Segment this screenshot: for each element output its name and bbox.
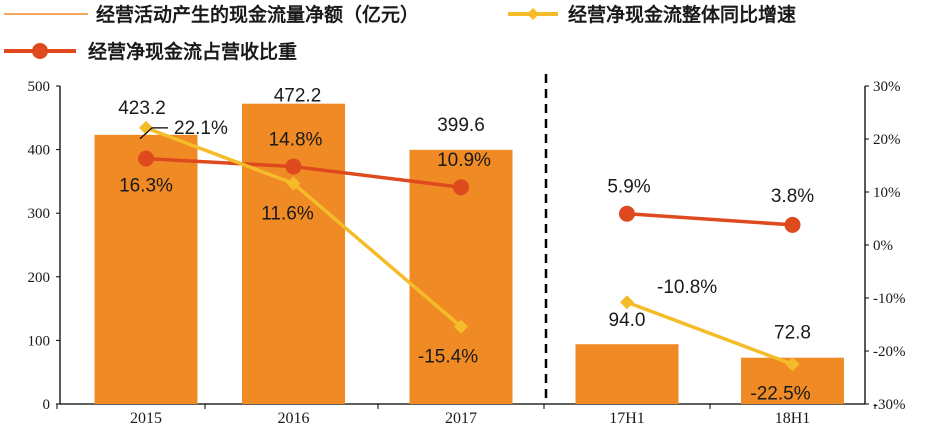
legend-swatch-circle [32,43,48,59]
legend-swatch-diamond [527,8,539,20]
yoy-point-18H1 [785,357,800,372]
left-axis-tick-label: 500 [28,79,51,95]
bar-value-label-2016: 472.2 [274,86,322,107]
yoy-point-2016 [286,176,301,191]
right-axis-tick-label: 10% [873,185,901,201]
yoy-value-label-18H1: -22.5% [750,383,810,404]
x-axis-tick-label: 2017 [445,410,477,427]
legend-item-net_cash_flow: 经营活动产生的现金流量净额（亿元） [4,3,419,26]
yoy-value-label-2016: 11.6% [261,204,314,225]
yoy-line [626,300,794,366]
legend-item-yoy_growth: 经营净现金流整体同比增速 [508,3,796,26]
bar-value-label-18H1: 72.8 [774,323,811,344]
yoy-point-2017 [454,319,468,334]
yoy-label-leader [139,127,168,140]
bar-17H1 [575,344,679,404]
ratio-point-2015 [138,150,154,167]
ratio-value-label-2016: 14.8% [269,130,323,151]
yoy-point-17H1 [620,295,634,310]
yoy-value-label-17H1: -10.8% [657,277,717,298]
bar-series [94,103,844,405]
left-axis-tick-label: 200 [28,270,51,286]
yoy-point-2015 [139,120,153,135]
bar-value-label-2017: 399.6 [437,115,485,136]
x-axis-tick-label: 18H1 [775,410,811,427]
bar-2016 [242,103,345,405]
right-axis-tick-label: -20% [873,344,906,360]
right-axis-tick-label: -30% [873,397,906,413]
right-axis-tick-label: 20% [873,132,901,148]
yoy-value-label-2017: -15.4% [418,347,478,368]
left-axis-tick-label: 100 [28,333,51,349]
left-axis-tick-label: 400 [28,143,51,159]
left-axis-tick-label: 300 [28,206,51,222]
x-axis-tick-label: 17H1 [609,410,645,427]
legend-item-share_of_revenue: 经营净现金流占营收比重 [4,40,297,63]
ratio-line [626,211,793,227]
bar-value-label-2015: 423.2 [118,98,166,119]
right-axis-tick-label: -10% [873,291,906,307]
left-axis-tick-label: 0 [43,397,51,413]
bar-value-label-17H1: 94.0 [609,310,646,331]
right-axis-tick-label: 30% [873,79,901,95]
yoy-value-label-2015: 22.1% [174,118,228,139]
legend-label: 经营活动产生的现金流量净额（亿元） [96,3,419,26]
right-axis-tick-label: 0% [873,238,893,254]
ratio-value-label-18H1: 3.8% [771,186,814,207]
ratio-value-label-2017: 10.9% [437,150,491,171]
legend-label: 经营净现金流整体同比增速 [568,3,796,26]
data-labels: 423.2 472.2 399.6 94.0 72.8 22.1% 11.6% -15.4% -… [118,86,814,405]
bar-2015 [94,134,198,405]
x-axis-tick-label: 2016 [278,410,310,427]
ratio-point-17H1 [619,205,635,222]
x-axis-tick-label: 2015 [130,410,162,427]
ratio-point-2017 [453,179,469,196]
legend-label: 经营净现金流占营收比重 [88,40,297,63]
ratio-value-label-2015: 16.3% [119,176,173,197]
ratio-point-2016 [285,158,302,175]
ratio-value-label-17H1: 5.9% [607,177,650,198]
line-series [138,120,801,372]
ratio-point-18H1 [784,216,801,233]
